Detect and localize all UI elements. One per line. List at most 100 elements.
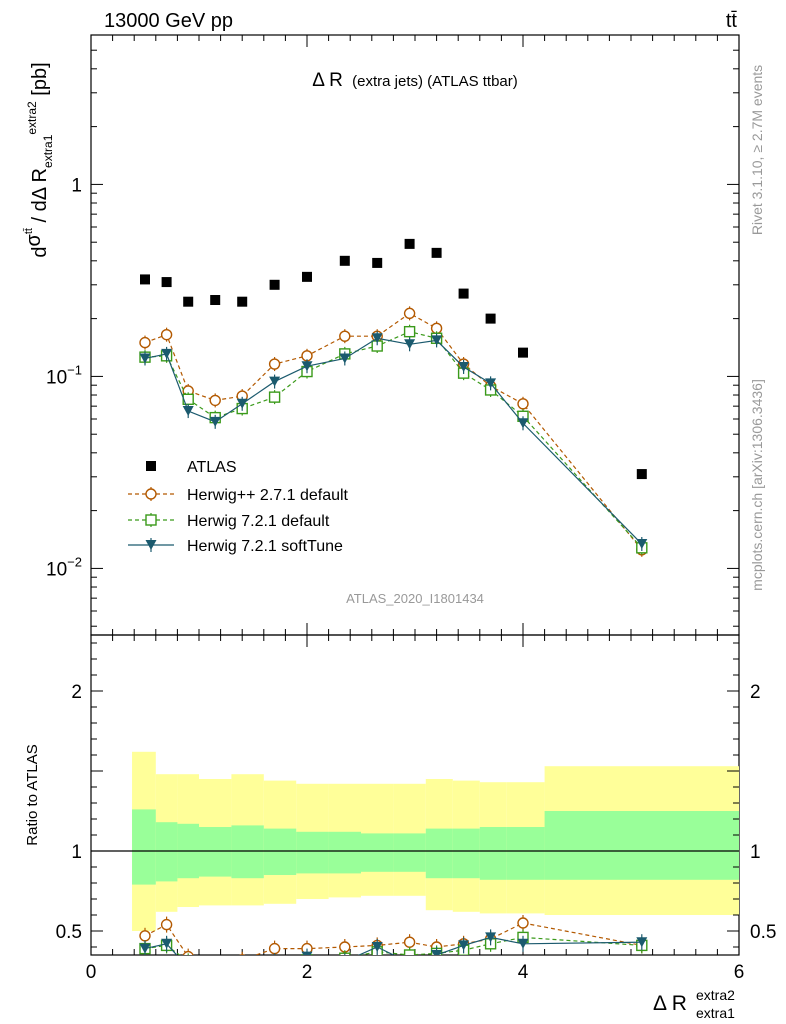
inner-band-segment	[506, 827, 545, 880]
ratio-point	[636, 937, 648, 948]
series-3	[139, 331, 648, 552]
upper-axis-ticks: 10−2 10−1 1	[46, 34, 740, 635]
data-point	[431, 247, 442, 258]
data-point	[518, 347, 528, 358]
plot-title-sub: (extra jets) (ATLAS ttbar)	[352, 73, 518, 90]
data-point	[160, 328, 173, 341]
inner-band-segment	[155, 822, 178, 882]
ratio-point	[161, 938, 173, 949]
legend: ATLAS Herwig++ 2.7.1 default Herwig 7.2.1 …	[128, 459, 349, 555]
data-point	[372, 257, 383, 268]
legend-marker	[145, 488, 157, 500]
ratio-y-tick-label: 1	[71, 842, 82, 863]
inner-band-segment	[544, 811, 739, 880]
ratio-point	[458, 940, 470, 951]
inner-band-segment	[296, 831, 329, 874]
legend-item: Herwig 7.2.1 softTune	[128, 538, 343, 555]
ratio-point	[431, 950, 443, 955]
rivet-version-label: Rivet 3.1.10, ≥ 2.7M events	[749, 65, 765, 235]
y-tick-label: 10−2	[46, 554, 82, 580]
inner-band-segment	[425, 828, 453, 879]
data-point	[140, 274, 150, 285]
data-point	[339, 255, 350, 266]
ratio-point	[517, 917, 529, 929]
ratio-y-axis-label: Ratio to ATLAS	[24, 744, 41, 845]
data-point	[161, 348, 173, 359]
plot-title-main: Δ R	[312, 70, 343, 91]
x-tick-label: 0	[86, 962, 97, 983]
upper-y-axis-label: dσtt̄ / dΔ Rextra1extra2 [pb]	[23, 62, 55, 257]
ratio-point	[239, 954, 246, 955]
data-point	[209, 416, 221, 427]
inner-band-segment	[452, 828, 480, 879]
data-point	[403, 325, 416, 338]
data-point	[209, 394, 221, 407]
ratio-point	[210, 968, 220, 978]
inner-band-segment	[132, 809, 156, 885]
ratio-point	[403, 949, 416, 955]
data-point	[458, 361, 470, 372]
data-point	[139, 353, 151, 364]
svg-text:extra1: extra1	[696, 1005, 735, 1021]
energy-label: 13000 GeV pp	[104, 10, 233, 32]
process-label: tt̄	[726, 10, 738, 32]
ratio-point	[183, 956, 193, 966]
data-point	[339, 330, 351, 342]
data-point	[269, 376, 281, 387]
data-point	[237, 296, 248, 307]
svg-text:dσtt̄ / dΔ Rextra1extra2 [pb]: dσtt̄ / dΔ Rextra1extra2 [pb]	[23, 62, 55, 257]
plot-title: Δ R (extra jets) (ATLAS ttbar)	[312, 70, 518, 91]
data-point	[517, 418, 529, 429]
data-point	[268, 358, 281, 370]
legend-marker	[145, 514, 157, 526]
x-tick-label: 2	[302, 962, 313, 983]
ratio-point	[403, 936, 416, 948]
svg-text:Δ R: Δ R	[653, 992, 687, 1015]
ratio-point	[139, 930, 151, 942]
legend-item: Herwig++ 2.7.1 default	[128, 487, 349, 504]
ratio-point	[139, 943, 151, 954]
inner-band-segment	[393, 833, 426, 872]
inner-band-segment	[231, 825, 264, 879]
data-point	[302, 271, 312, 282]
data-point	[161, 277, 172, 288]
ratio-point	[517, 938, 529, 949]
data-point	[183, 296, 194, 307]
ratio-y-tick-label-right: 0.5	[750, 922, 776, 943]
legend-label: Herwig++ 2.7.1 default	[187, 487, 349, 504]
legend-label: Herwig 7.2.1 softTune	[187, 538, 343, 555]
data-point	[139, 336, 151, 349]
ratio-line	[144, 936, 642, 955]
data-point	[517, 398, 529, 410]
ratio-point	[182, 950, 194, 955]
y-tick-label: 10−1	[46, 362, 82, 388]
data-point	[458, 288, 469, 299]
inner-band-segment	[199, 827, 232, 877]
mcplots-label: mcplots.cern.ch [arXiv:1306.3436]	[749, 379, 765, 591]
legend-label: Herwig 7.2.1 default	[187, 513, 330, 530]
data-point	[404, 339, 416, 350]
data-point	[210, 295, 221, 306]
ratio-point	[183, 963, 194, 973]
legend-item: Herwig 7.2.1 default	[128, 513, 330, 530]
lower-axis-ticks: 0.5 0.5 1 1 2 2 0 2 4 6	[56, 635, 776, 983]
inner-band-segment	[479, 827, 507, 880]
x-tick-label: 4	[518, 962, 529, 983]
data-point	[403, 307, 416, 320]
ratio-point	[268, 942, 281, 955]
data-point	[268, 391, 281, 403]
ratio-point	[269, 956, 280, 966]
upper-data-series	[139, 238, 648, 557]
data-point	[236, 398, 248, 409]
series-0	[140, 238, 647, 480]
y-tick-label: 1	[71, 175, 82, 196]
ratio-y-tick-label: 2	[71, 682, 82, 703]
data-point	[301, 361, 313, 372]
ratio-point	[485, 932, 497, 943]
data-point	[636, 539, 648, 550]
inner-band-segment	[328, 831, 361, 874]
data-point	[269, 279, 280, 290]
ratio-point	[160, 918, 173, 931]
ratio-point	[237, 960, 248, 970]
